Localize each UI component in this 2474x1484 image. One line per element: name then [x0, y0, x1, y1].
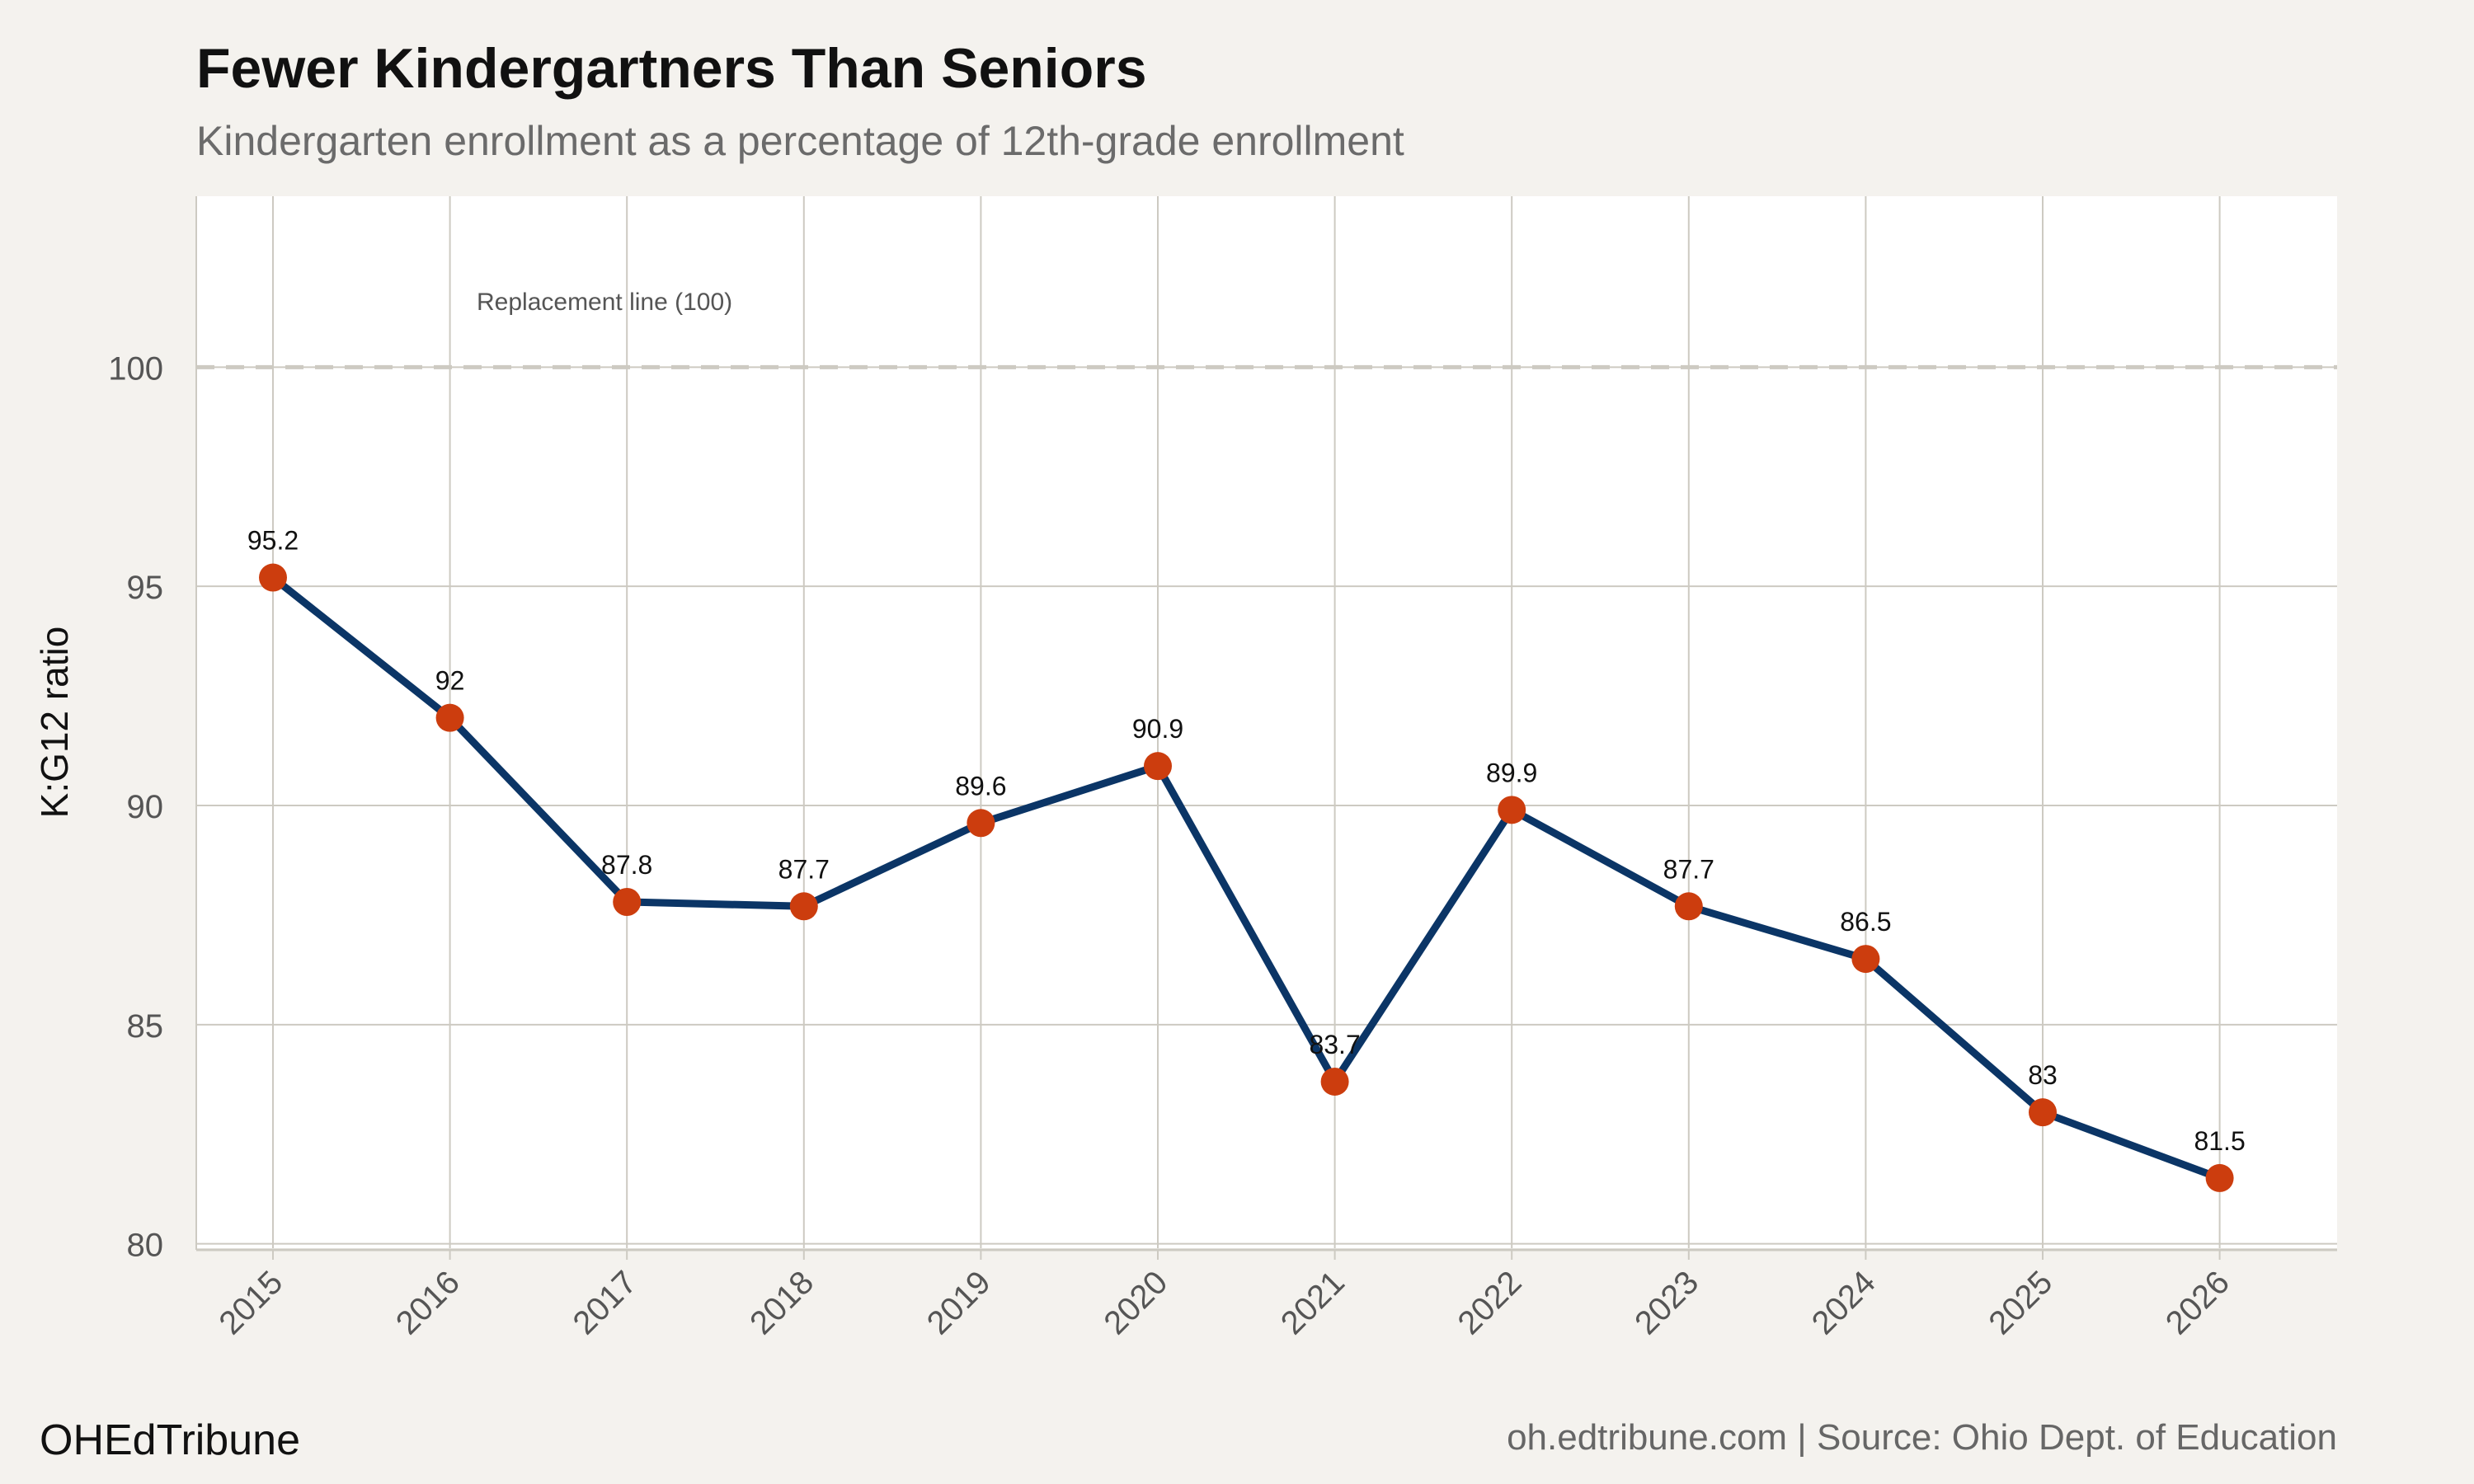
data-label: 81.5 — [2194, 1126, 2245, 1156]
data-point — [1498, 796, 1526, 824]
data-point — [1320, 1067, 1349, 1096]
data-point — [1674, 892, 1703, 921]
data-point — [2029, 1098, 2057, 1127]
data-point — [1851, 945, 1880, 974]
reference-line-group: Replacement line (100) — [196, 289, 2337, 369]
data-point — [1144, 752, 1172, 781]
reference-line-label: Replacement line (100) — [477, 289, 732, 316]
data-point — [259, 563, 287, 592]
data-label: 83 — [2028, 1060, 2058, 1090]
y-tick-label: 80 — [127, 1228, 164, 1264]
data-label: 90.9 — [1132, 714, 1183, 744]
plot-panel — [196, 196, 2337, 1248]
y-tick-label: 85 — [127, 1008, 164, 1045]
data-label: 87.8 — [601, 850, 652, 880]
y-axis-label: K:G12 ratio — [33, 627, 76, 819]
data-point — [435, 703, 464, 732]
data-label: 89.6 — [955, 771, 1006, 801]
data-label: 89.9 — [1486, 758, 1537, 787]
data-point — [613, 887, 642, 916]
chart-subtitle: Kindergarten enrollment as a percentage … — [196, 118, 1404, 164]
series-group: 95.2 92 87.8 87.7 89.6 90.9 83.7 89.9 87.7 86.5 83… — [247, 526, 2246, 1192]
data-label: 95.2 — [247, 526, 299, 556]
source-credit: oh.edtribune.com | Source: Ohio Dept. of… — [1507, 1417, 2337, 1458]
axes — [195, 196, 2337, 1260]
chart-title: Fewer Kindergartners Than Seniors — [196, 37, 1147, 100]
series-line — [269, 574, 2224, 1182]
data-label: 87.7 — [778, 854, 830, 884]
brand-name: OHEdTribune — [40, 1416, 300, 1464]
data-label: 86.5 — [1840, 907, 1891, 937]
data-point — [2205, 1163, 2234, 1192]
data-label: 83.7 — [1309, 1030, 1360, 1059]
data-point — [789, 892, 818, 921]
data-point — [967, 809, 995, 838]
y-tick-label: 100 — [108, 350, 163, 387]
data-label: 92 — [435, 666, 465, 696]
y-tick-label: 90 — [127, 789, 164, 825]
data-label: 87.7 — [1663, 854, 1714, 884]
y-tick-label: 95 — [127, 570, 164, 606]
